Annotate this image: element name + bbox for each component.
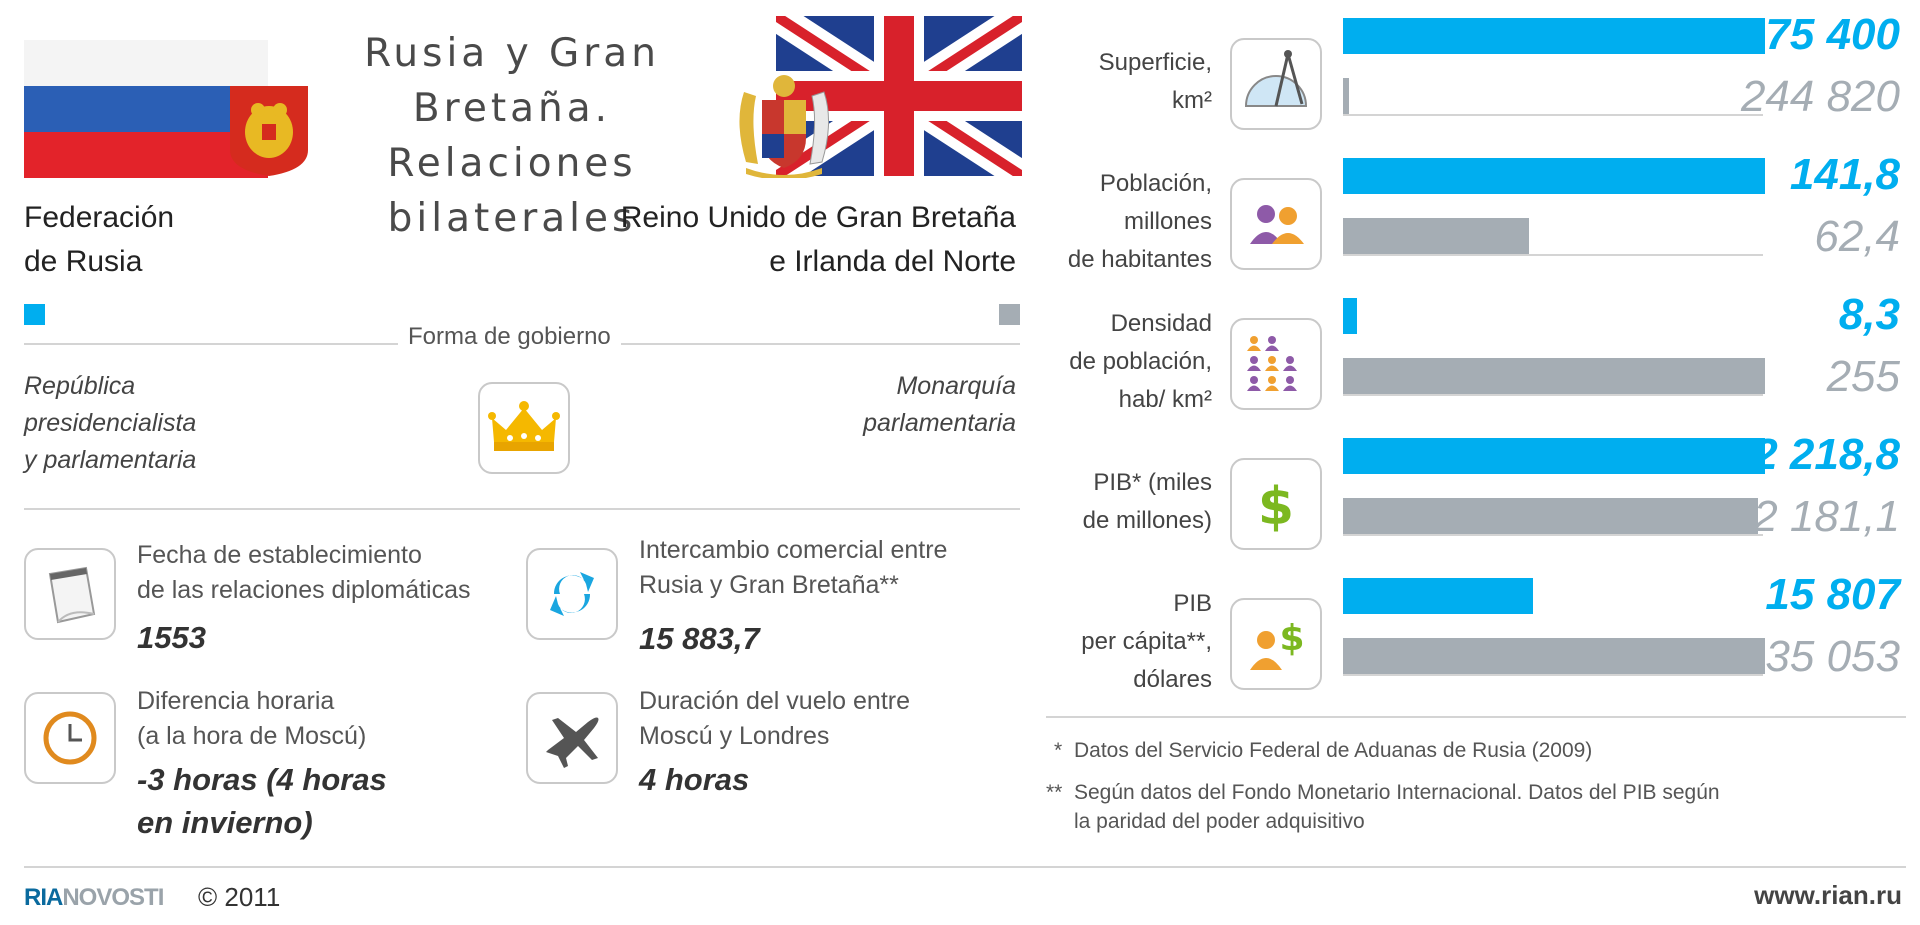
exchange-arrows-icon	[526, 548, 618, 640]
bar-russia	[1343, 438, 1765, 474]
row-label: Superficie, km²	[1012, 44, 1212, 120]
trade-info: Intercambio comercial entre Rusia y Gran…	[639, 536, 948, 656]
uk-government: Monarquía parlamentaria	[863, 372, 1016, 437]
bar-baseline	[1343, 534, 1763, 536]
row-label-line: PIB* (miles	[1093, 469, 1212, 496]
bar-uk	[1343, 218, 1529, 254]
bar-uk	[1343, 498, 1758, 534]
note-1: * Datos del Servicio Federal de Aduanas d…	[1054, 739, 1593, 762]
government-label: Forma de gobierno	[398, 323, 621, 351]
row-label-line: millones	[1123, 208, 1212, 235]
bar-russia	[1343, 578, 1533, 614]
footer-divider	[24, 866, 1906, 868]
row-label-line: per cápita**,	[1081, 628, 1212, 655]
value-russia: 141,8	[1789, 150, 1900, 199]
bar-baseline	[1343, 114, 1763, 116]
people-icon	[1230, 178, 1322, 270]
bar-baseline	[1343, 394, 1763, 396]
row-label-line: de habitantes	[1067, 246, 1212, 273]
row-label-line: Densidad	[1110, 310, 1212, 337]
svg-text:$: $	[1279, 618, 1304, 659]
info-divider	[24, 508, 1020, 510]
notepad-icon	[24, 548, 116, 640]
comparison-chart: Superficie, km² 17 075 400 244 820 Población…	[1030, 0, 1920, 720]
value-uk: 35 053	[1765, 632, 1900, 681]
value-uk: 255	[1826, 352, 1900, 401]
bar-baseline	[1343, 254, 1763, 256]
row-label-line: km²	[1172, 87, 1212, 114]
svg-text:$: $	[1258, 477, 1294, 537]
compass-ruler-icon	[1230, 38, 1322, 130]
row-label: Población, millones de habitantes	[1012, 165, 1212, 279]
uk-name: Reino Unido de Gran Bretaña e Irlanda de…	[620, 201, 1016, 278]
bar-baseline	[1343, 674, 1763, 676]
clock-icon	[24, 692, 116, 784]
website-link[interactable]: www.rian.ru	[1754, 880, 1902, 910]
note-2: ** Según datos del Fondo Monetario Intern…	[1046, 781, 1720, 833]
bar-uk	[1343, 358, 1765, 394]
value-russia: 2 218,8	[1753, 430, 1900, 479]
row-label-line: hab/ km²	[1118, 386, 1212, 413]
russia-legend-swatch	[24, 304, 45, 325]
value-russia: 15 807	[1765, 570, 1900, 619]
russia-government: República presidencialista y parlamentar…	[24, 372, 197, 474]
uk-legend-swatch	[999, 304, 1020, 325]
value-russia: 8,3	[1838, 290, 1900, 339]
row-label-line: Superficie,	[1098, 49, 1212, 76]
value-uk: 244 820	[1740, 72, 1900, 121]
person-dollar-icon: $	[1230, 598, 1322, 690]
russia-name: Federación de Rusia	[24, 201, 175, 278]
row-label: Densidad de población, hab/ km²	[1012, 305, 1212, 419]
airplane-icon	[526, 692, 618, 784]
row-label: PIB* (miles de millones)	[1012, 464, 1212, 540]
bar-russia	[1343, 298, 1357, 334]
rianovosti-logo: RIANOVOSTI	[24, 884, 164, 911]
bar-uk	[1343, 78, 1349, 114]
uk-coat-of-arms-icon	[726, 72, 842, 180]
russia-flag	[24, 40, 268, 178]
bar-russia	[1343, 158, 1765, 194]
row-label-line: Población,	[1099, 170, 1212, 197]
row-label-line: de población,	[1069, 348, 1212, 375]
value-russia: 17 075 400	[1679, 10, 1900, 59]
crowd-icon	[1230, 318, 1322, 410]
row-label: PIB per cápita**, dólares	[1012, 585, 1212, 699]
row-label-line: PIB	[1173, 590, 1212, 617]
page-title: Rusia y Gran Bretaña. Relaciones bilater…	[364, 31, 660, 241]
dollar-icon: $	[1230, 458, 1322, 550]
row-label-line: de millones)	[1082, 507, 1212, 534]
notes-divider	[1046, 716, 1906, 718]
bar-russia	[1343, 18, 1765, 54]
bar-uk	[1343, 638, 1765, 674]
russia-coat-of-arms-icon	[228, 84, 310, 178]
time-info: Diferencia horaria (a la hora de Moscú) …	[137, 687, 387, 840]
row-label-line: dólares	[1133, 666, 1212, 693]
diplomatic-info: Fecha de establecimiento de las relacion…	[137, 541, 471, 655]
copyright: © 2011	[198, 882, 281, 912]
value-uk: 62,4	[1814, 212, 1900, 261]
flight-info: Duración del vuelo entre Moscú y Londres…	[639, 687, 910, 797]
value-uk: 2 181,1	[1753, 492, 1900, 541]
crown-icon	[478, 382, 570, 474]
